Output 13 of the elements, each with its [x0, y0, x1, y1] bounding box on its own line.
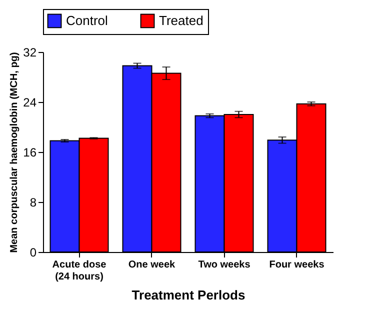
y-tick-label: 24 — [23, 96, 37, 110]
y-tick-label: 32 — [23, 46, 37, 60]
legend-label: Treated — [159, 12, 204, 28]
y-axis-title: Mean corpuscular haemoglobin (MCH, pg) — [9, 52, 20, 253]
x-tick-label: Four weeks — [269, 260, 325, 270]
y-tick-label: 16 — [23, 146, 37, 160]
y-tick-label: 8 — [30, 196, 37, 210]
x-tick-label: One week — [128, 260, 176, 270]
x-axis-title: Treatment Perlods — [132, 288, 246, 302]
x-tick-label: Acute dose (24 hours) — [52, 260, 107, 282]
legend-label: Control — [66, 12, 108, 28]
y-tick-label: 0 — [30, 246, 37, 260]
x-tick-label: Two weeks — [198, 260, 251, 270]
